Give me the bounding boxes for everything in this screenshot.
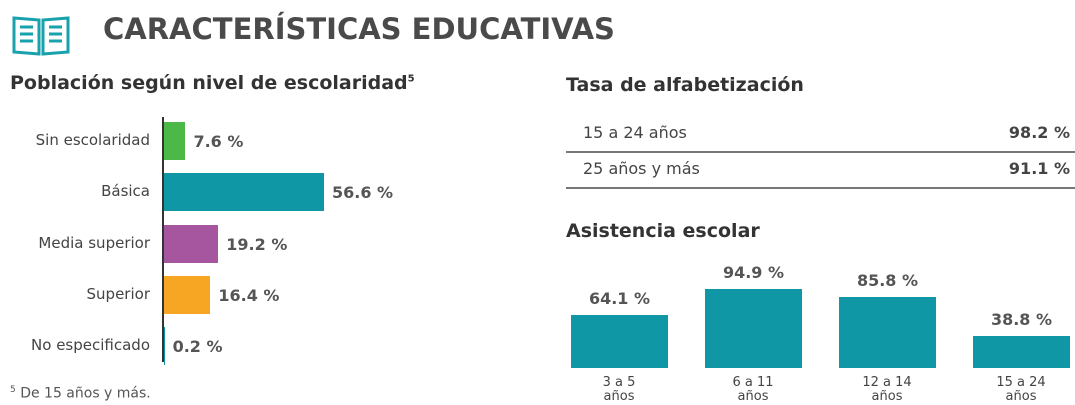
bar <box>705 289 802 368</box>
value-label: 38.8 % <box>990 309 1053 329</box>
value-label: 0.2 % <box>172 337 223 357</box>
category-label: Básica <box>101 182 150 201</box>
category-label: 15 a 24 años <box>996 375 1046 404</box>
category-label: Sin escolaridad <box>35 131 150 149</box>
value-label: 7.6 % <box>193 132 244 151</box>
value-label: 56.6 % <box>332 183 394 203</box>
chart-title: Población según nivel de escolaridad5 <box>10 72 415 94</box>
row-divider <box>566 187 1075 189</box>
row-value: 91.1 % <box>1008 159 1070 178</box>
footnote-marker: 5 <box>407 73 415 85</box>
row-label: 15 a 24 años <box>583 123 687 142</box>
value-label: 64.1 % <box>588 288 651 308</box>
value-label: 85.8 % <box>856 270 919 290</box>
bar <box>973 335 1070 368</box>
value-label: 16.4 % <box>218 285 280 305</box>
footnote-text: De 15 años y más. <box>20 385 151 402</box>
bar <box>164 275 211 314</box>
value-label: 19.2 % <box>226 234 288 254</box>
row-label: 25 años y más <box>583 159 700 178</box>
axis-line <box>162 117 164 362</box>
table-title: Tasa de alfabetización <box>566 74 804 96</box>
bar <box>571 314 668 368</box>
bar <box>839 296 936 368</box>
page-title: CARACTERÍSTICAS EDUCATIVAS <box>103 12 615 46</box>
footnote-marker: 5 <box>10 385 16 395</box>
category-label: Media superior <box>38 233 150 252</box>
book-icon <box>12 16 70 56</box>
footnote: 5 De 15 años y más. <box>10 385 151 402</box>
bar <box>164 224 219 263</box>
bar <box>164 327 165 366</box>
row-divider <box>566 151 1075 153</box>
row-value: 98.2 % <box>1008 123 1070 142</box>
category-label: Superior <box>86 284 150 303</box>
chart-title-text: Población según nivel de escolaridad <box>10 72 408 94</box>
chart-title: Asistencia escolar <box>566 220 760 242</box>
value-label: 94.9 % <box>722 263 785 282</box>
category-label: 3 a 5 años <box>602 375 636 404</box>
bar <box>164 173 324 212</box>
category-label: No especificado <box>31 336 150 355</box>
category-label: 12 a 14 años <box>862 375 912 404</box>
category-label: 6 a 11 años <box>732 375 774 404</box>
bar <box>164 122 186 160</box>
